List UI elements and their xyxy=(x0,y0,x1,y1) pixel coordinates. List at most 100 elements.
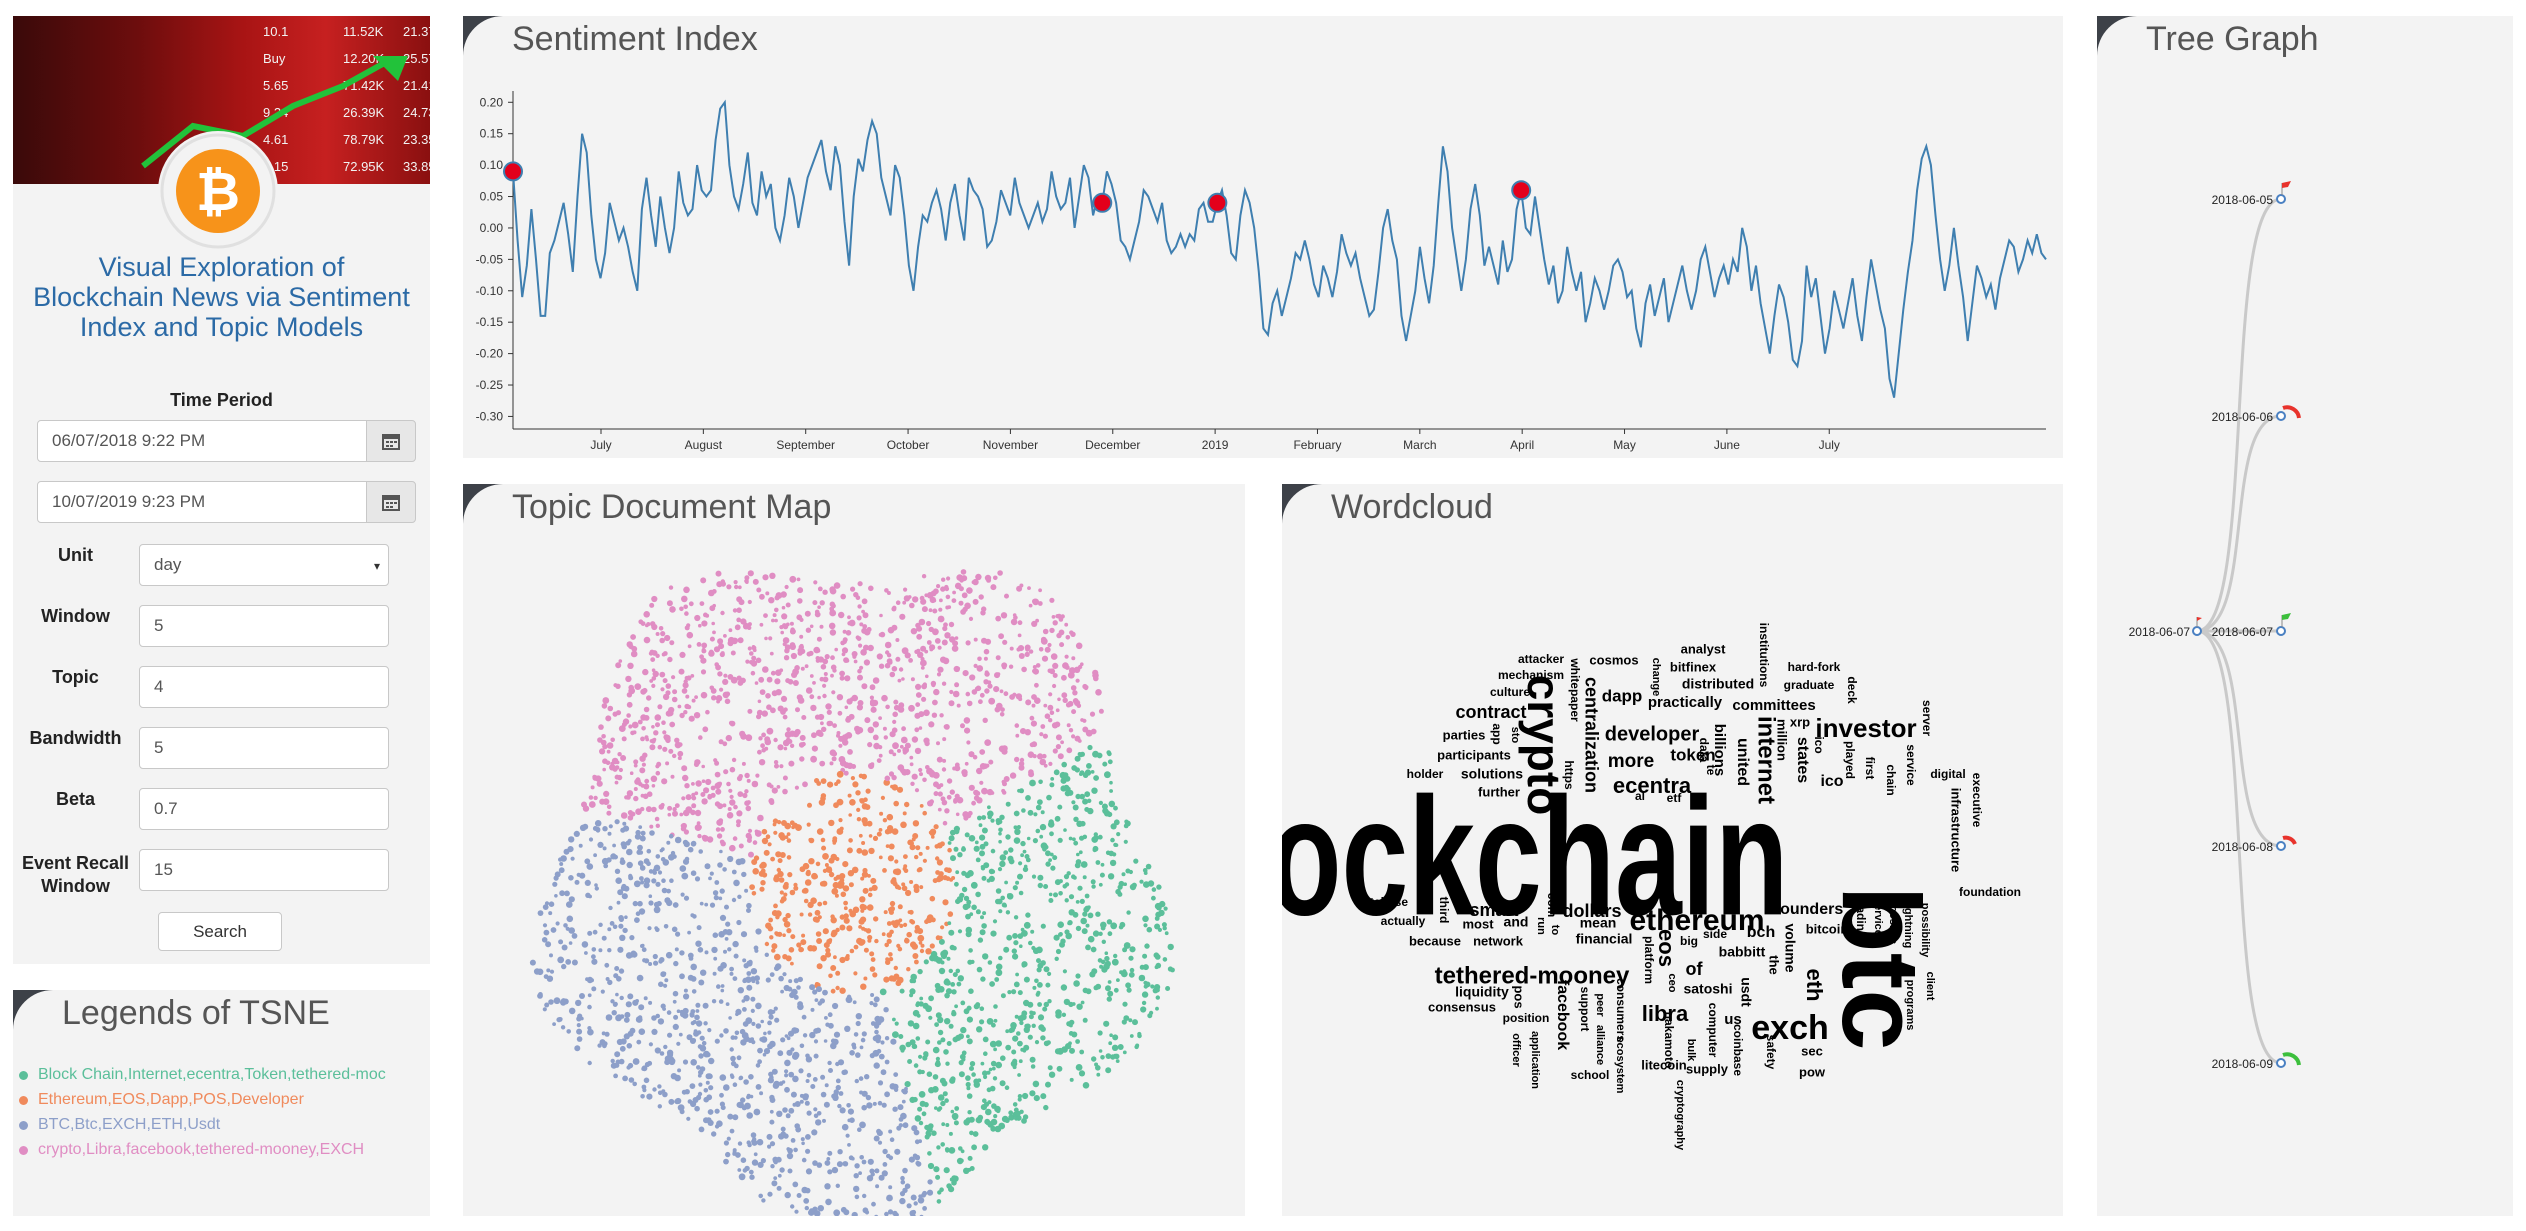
end-calendar-button[interactable] xyxy=(366,481,416,523)
wordcloud-word: more xyxy=(1608,751,1654,772)
tsne-point xyxy=(777,1050,783,1056)
tsne-point xyxy=(669,585,673,589)
tsne-point xyxy=(588,895,592,899)
tsne-point xyxy=(622,722,627,727)
wordcloud-graphic[interactable]: blockchainbtccryptoethereumtethered-moon… xyxy=(1282,484,2063,1216)
tsne-point xyxy=(708,650,714,656)
tsne-point xyxy=(784,823,791,830)
tsne-point xyxy=(1006,910,1010,914)
tsne-point xyxy=(945,1123,949,1127)
tsne-point xyxy=(961,847,966,852)
start-datetime-input[interactable]: 06/07/2018 9:22 PM xyxy=(37,420,367,462)
tsne-point xyxy=(979,835,985,841)
event-marker[interactable] xyxy=(1512,181,1530,199)
tsne-point xyxy=(1124,820,1128,824)
tsne-point xyxy=(1071,734,1075,738)
tsne-point xyxy=(1041,810,1045,814)
event-marker[interactable] xyxy=(1208,194,1226,212)
unit-select[interactable]: day ▾ xyxy=(139,544,389,586)
tsne-point xyxy=(789,992,795,998)
tsne-point xyxy=(849,714,855,720)
tsne-point xyxy=(794,1210,798,1214)
tsne-point xyxy=(962,811,969,818)
legend-item[interactable]: Ethereum,EOS,Dapp,POS,Developer xyxy=(19,1091,304,1109)
tsne-point xyxy=(831,888,838,895)
tsne-point xyxy=(757,1048,763,1054)
tsne-point xyxy=(836,734,840,738)
tsne-point xyxy=(666,683,672,689)
tsne-point xyxy=(826,1157,830,1161)
event-marker[interactable] xyxy=(1093,194,1111,212)
wordcloud-word: foundation xyxy=(1959,885,2021,899)
tsne-point xyxy=(1122,872,1126,876)
tsne-point xyxy=(790,934,795,939)
tsne-point xyxy=(770,785,774,789)
tree-node[interactable] xyxy=(2277,195,2285,203)
beta-input[interactable]: 0.7 xyxy=(139,788,389,830)
tsne-point xyxy=(824,1102,830,1108)
sentiment-line-chart[interactable]: 0.200.150.100.050.00-0.05-0.10-0.15-0.20… xyxy=(463,16,2063,458)
start-calendar-button[interactable] xyxy=(366,420,416,462)
wordcloud-word: consumers xyxy=(1614,978,1628,1042)
wordcloud-word: server xyxy=(1920,700,1934,736)
tree-graph[interactable]: 2018-06-072018-06-052018-06-062018-06-07… xyxy=(2097,16,2513,1216)
tsne-point xyxy=(686,1117,690,1121)
event-recall-window-input[interactable]: 15 xyxy=(139,849,389,891)
tsne-point xyxy=(728,674,734,680)
tsne-point xyxy=(959,893,964,898)
tsne-point xyxy=(607,742,614,749)
tsne-point xyxy=(588,993,592,997)
tsne-point xyxy=(1076,926,1081,931)
event-marker[interactable] xyxy=(504,162,522,180)
tsne-point xyxy=(892,712,898,718)
tsne-point xyxy=(1036,991,1040,995)
tsne-point xyxy=(989,876,995,882)
tsne-point xyxy=(1065,898,1069,902)
tree-node[interactable] xyxy=(2277,1059,2285,1067)
tsne-point xyxy=(851,764,856,769)
tsne-point xyxy=(790,644,796,650)
tsne-point xyxy=(741,1157,747,1163)
tsne-point xyxy=(1096,1073,1100,1077)
tsne-point xyxy=(931,1130,937,1136)
wordcloud-word: because xyxy=(1409,933,1461,948)
end-datetime-input[interactable]: 10/07/2019 9:23 PM xyxy=(37,481,367,523)
wordcloud-word: participants xyxy=(1437,747,1511,762)
tree-node[interactable] xyxy=(2277,412,2285,420)
tsne-scatter-plot[interactable] xyxy=(463,484,1245,1216)
tsne-point xyxy=(654,865,661,872)
topic-input[interactable]: 4 xyxy=(139,666,389,708)
bandwidth-input[interactable]: 5 xyxy=(139,727,389,769)
tsne-point xyxy=(888,627,895,634)
tsne-point xyxy=(1056,633,1061,638)
tsne-point xyxy=(669,834,674,839)
tsne-point xyxy=(975,574,981,580)
tsne-point xyxy=(715,1109,720,1114)
tsne-point xyxy=(844,675,850,681)
tsne-point xyxy=(1087,808,1093,814)
tsne-point xyxy=(829,623,836,630)
legend-item[interactable]: BTC,Btc,EXCH,ETH,Usdt xyxy=(19,1116,220,1134)
search-button[interactable]: Search xyxy=(158,912,282,951)
tsne-point xyxy=(922,574,926,578)
tsne-point xyxy=(922,811,927,816)
tsne-point xyxy=(703,1003,709,1009)
tsne-point xyxy=(1023,1114,1028,1119)
tree-node[interactable] xyxy=(2277,842,2285,850)
legend-item[interactable]: Block Chain,Internet,ecentra,Token,tethe… xyxy=(19,1066,386,1084)
tsne-point xyxy=(832,1003,838,1009)
tsne-point xyxy=(893,801,899,807)
legend-item[interactable]: crypto,Libra,facebook,tethered-mooney,EX… xyxy=(19,1141,364,1159)
wordcloud-word: contract xyxy=(1455,702,1526,722)
tree-root-node[interactable] xyxy=(2193,627,2201,635)
tsne-point xyxy=(738,637,744,643)
tsne-point xyxy=(998,840,1002,844)
tsne-point xyxy=(870,696,874,700)
tree-node[interactable] xyxy=(2277,627,2285,635)
tsne-point xyxy=(548,999,554,1005)
tsne-point xyxy=(938,986,945,993)
tsne-point xyxy=(1012,1059,1017,1064)
tsne-point xyxy=(954,1120,959,1125)
window-input[interactable]: 5 xyxy=(139,605,389,647)
tsne-point xyxy=(1089,971,1095,977)
